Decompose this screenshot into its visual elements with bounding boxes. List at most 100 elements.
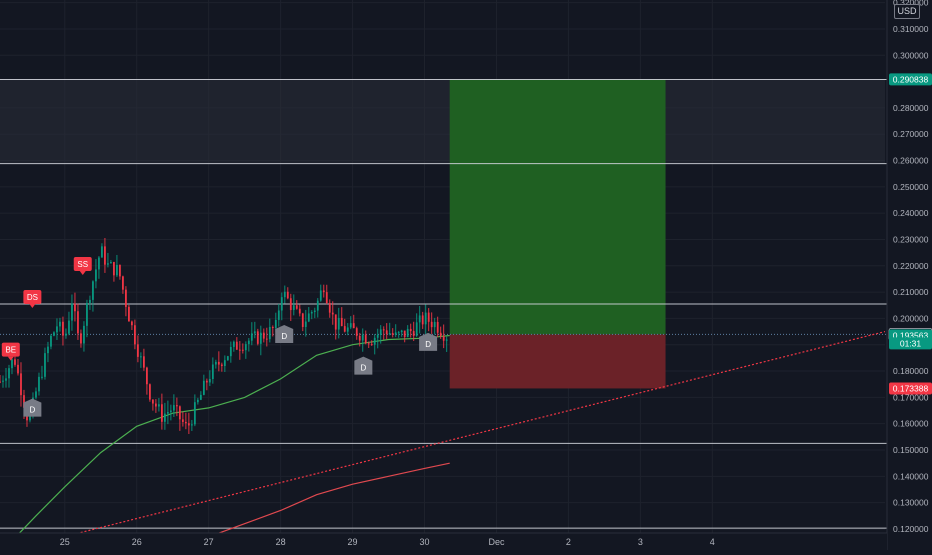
candle-body — [439, 332, 442, 337]
price-tick-label: 0.200000 — [893, 313, 929, 323]
candle-body — [295, 305, 298, 309]
candle-body — [418, 315, 421, 323]
candle-body — [83, 325, 85, 344]
candle-body — [301, 313, 304, 327]
candle-body — [89, 299, 91, 303]
candle-body — [349, 323, 352, 328]
candle-body — [59, 321, 61, 327]
candle-body — [262, 332, 265, 339]
candle-body — [244, 344, 247, 351]
candle-body — [217, 361, 220, 365]
candle-body — [196, 399, 199, 403]
candle-body — [352, 323, 355, 329]
candle-body — [104, 246, 106, 265]
candle-body — [331, 312, 334, 315]
candle-body — [205, 380, 208, 383]
candle-body — [232, 341, 235, 347]
candle-body — [202, 380, 205, 395]
candle-body — [223, 360, 226, 366]
candle-body — [0, 381, 1, 383]
grid-layer — [0, 0, 885, 533]
candle-body — [5, 378, 7, 381]
marker-text: D — [29, 406, 35, 415]
candle-body — [268, 326, 271, 340]
candle-body — [95, 269, 97, 282]
candle-body — [271, 326, 274, 329]
marker-box — [275, 325, 294, 343]
price-axis[interactable]: 0.320000 0.310000 0.300000 0.280000 0.270000… — [886, 0, 932, 550]
candle-body — [62, 321, 64, 336]
candle-body — [343, 326, 346, 332]
candle-body — [340, 317, 343, 327]
marker-text: BE — [5, 346, 16, 355]
candle-body — [53, 332, 55, 336]
price-label-text: 0.290838 — [893, 74, 929, 84]
price-tick-label: 0.280000 — [893, 103, 929, 113]
candle-body — [310, 311, 313, 314]
candle-body — [397, 332, 400, 334]
price-tick-label: 0.270000 — [893, 129, 929, 139]
candle-body — [119, 264, 121, 277]
currency-label[interactable]: USD — [894, 4, 920, 19]
candle-body — [50, 335, 52, 347]
candle-body — [214, 361, 217, 365]
marker-ss: SS — [73, 257, 92, 276]
candle-body — [154, 403, 157, 407]
horizontal-levels[interactable] — [0, 78, 887, 529]
candle-body — [169, 410, 172, 413]
candle-body — [280, 297, 283, 311]
time-tick-label: 3 — [638, 537, 643, 547]
candle-body — [80, 333, 82, 344]
candle-body — [113, 262, 115, 276]
marker-box — [23, 398, 42, 417]
candle-body — [436, 321, 439, 333]
marker-pointer — [79, 271, 86, 276]
candle-body — [68, 320, 70, 334]
candle-body — [445, 339, 448, 341]
candle-body — [430, 321, 433, 328]
candle-body — [265, 338, 268, 340]
position-zones[interactable] — [449, 79, 666, 389]
price-tick-label: 0.220000 — [893, 261, 929, 271]
price-tick-label: 0.300000 — [893, 50, 929, 60]
marker-d: D — [23, 398, 42, 417]
candle-body — [151, 399, 154, 404]
candle-body — [385, 330, 388, 335]
candle-body — [146, 367, 148, 385]
candle-body — [44, 353, 46, 377]
candle-body — [211, 364, 214, 379]
candle-body — [283, 291, 286, 298]
time-tick-label: 25 — [60, 537, 70, 547]
time-axis-background — [0, 533, 887, 550]
price-label-text: 0.193563 — [893, 330, 929, 340]
marker-pointer — [7, 356, 14, 361]
candle-body — [382, 329, 385, 331]
price-tick-label: 0.160000 — [893, 419, 929, 429]
candle-body — [358, 335, 361, 341]
price-label-text: 0.173388 — [893, 383, 929, 393]
candle-body — [77, 311, 79, 334]
price-tick-label: 0.140000 — [893, 471, 929, 481]
time-axis[interactable]: 25 26 27 28 29 30 Dec 2 3 4 — [0, 532, 887, 550]
candle-body — [424, 312, 427, 325]
candle-body — [409, 328, 412, 332]
candle-body — [346, 327, 349, 332]
candle-body — [313, 310, 316, 312]
marker-box — [354, 356, 373, 375]
candle-body — [328, 303, 331, 313]
candle-body — [175, 405, 178, 407]
price-tick-label: 0.120000 — [893, 524, 929, 534]
candle-body — [406, 328, 409, 337]
candle-body — [292, 305, 295, 311]
candle-body — [160, 404, 163, 422]
candle-body — [65, 333, 67, 336]
candle-body — [253, 331, 256, 334]
candle-body — [134, 325, 136, 345]
price-label-tag: 0.290838 — [889, 73, 932, 86]
candle-body — [220, 364, 223, 366]
candle-body — [391, 333, 394, 335]
candle-body — [125, 289, 127, 307]
candle-body — [157, 404, 160, 407]
